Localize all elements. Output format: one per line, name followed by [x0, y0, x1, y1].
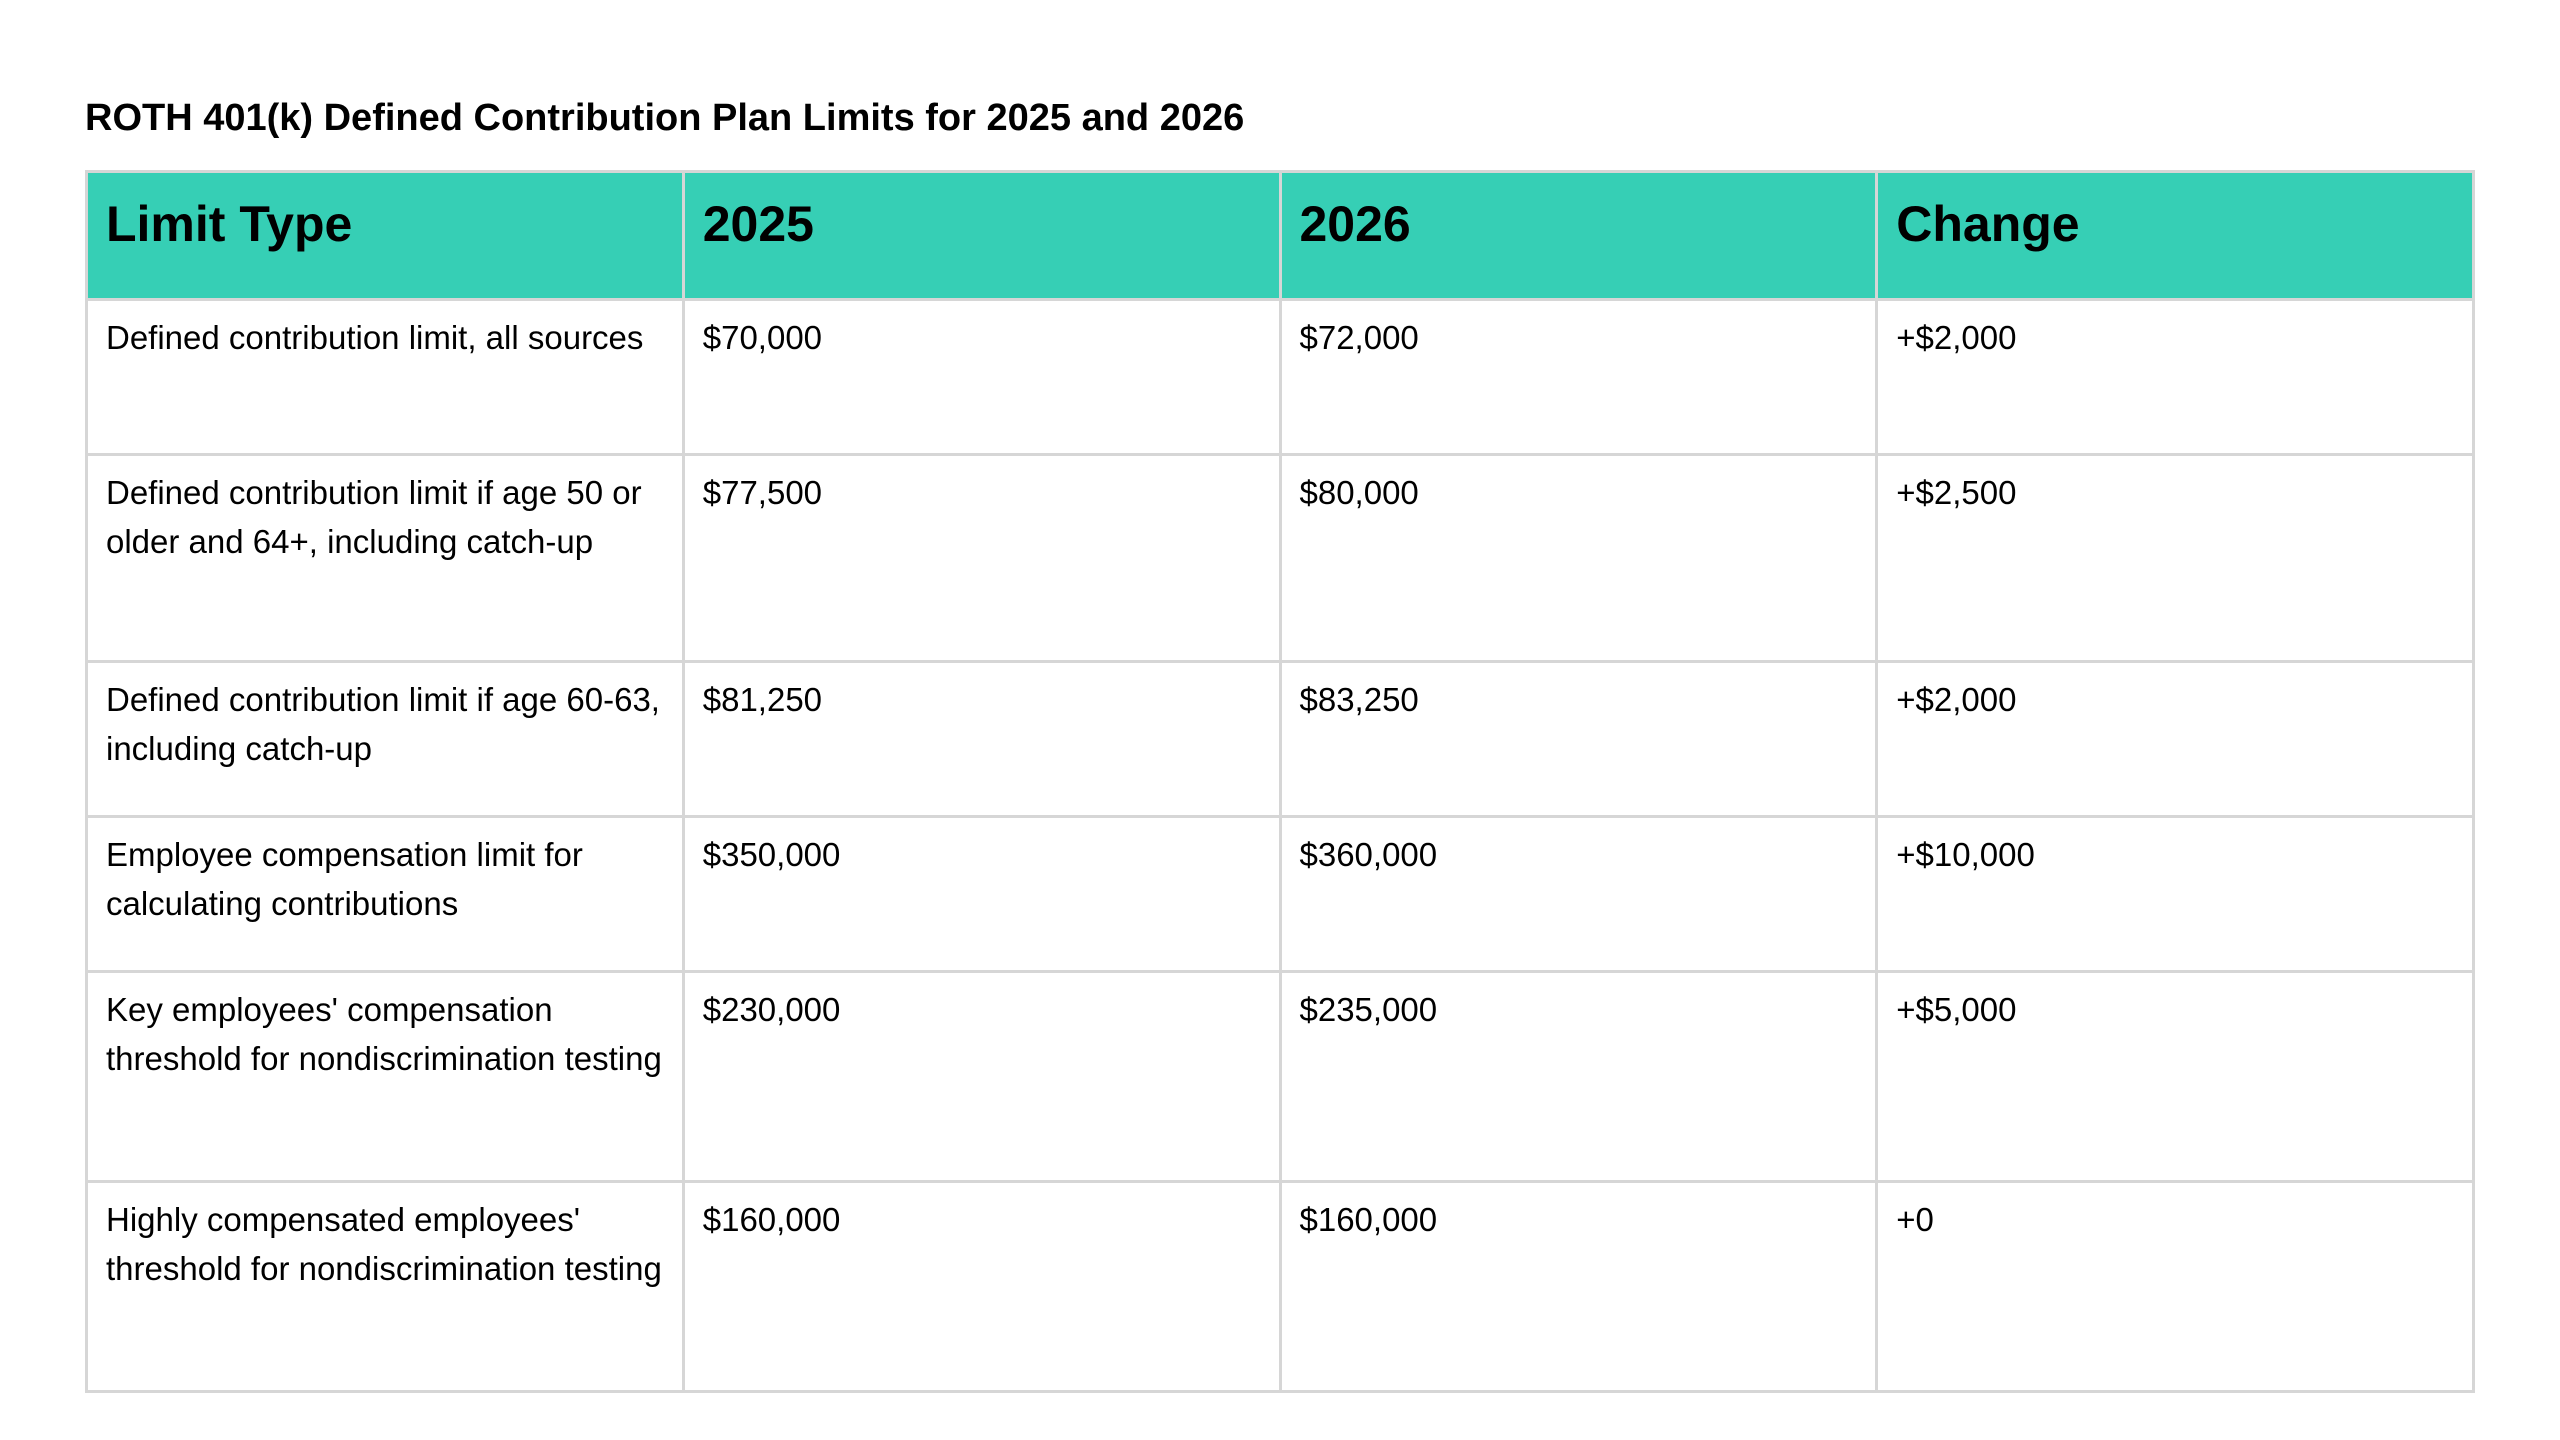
value-2025-cell: $70,000: [681, 298, 1282, 456]
header-change: Change: [1875, 170, 2475, 301]
limit-type-cell: Employee compensation limit for calculat…: [85, 815, 685, 973]
value-2025-cell: $350,000: [681, 815, 1282, 973]
change-cell: +$10,000: [1875, 815, 2475, 973]
limit-type-cell: Defined contribution limit if age 60-63,…: [85, 660, 685, 818]
value-2026-cell: $160,000: [1278, 1180, 1879, 1393]
value-2025-cell: $77,500: [681, 453, 1282, 663]
header-2026: 2026: [1278, 170, 1879, 301]
change-cell: +$2,500: [1875, 453, 2475, 663]
limit-type-cell: Defined contribution limit if age 50 or …: [85, 453, 685, 663]
table-header-row: Limit Type 2025 2026 Change: [85, 170, 2475, 301]
table-row: Defined contribution limit, all sources …: [85, 298, 2475, 456]
header-2025: 2025: [681, 170, 1282, 301]
table-row: Defined contribution limit if age 50 or …: [85, 453, 2475, 663]
value-2026-cell: $83,250: [1278, 660, 1879, 818]
value-2026-cell: $235,000: [1278, 970, 1879, 1183]
value-2025-cell: $81,250: [681, 660, 1282, 818]
limits-table: Limit Type 2025 2026 Change Defined cont…: [85, 170, 2475, 1393]
limit-type-cell: Key employees' compensation threshold fo…: [85, 970, 685, 1183]
table-row: Employee compensation limit for calculat…: [85, 815, 2475, 973]
value-2025-cell: $160,000: [681, 1180, 1282, 1393]
limit-type-cell: Defined contribution limit, all sources: [85, 298, 685, 456]
change-cell: +$2,000: [1875, 660, 2475, 818]
header-limit-type: Limit Type: [85, 170, 685, 301]
value-2026-cell: $72,000: [1278, 298, 1879, 456]
change-cell: +$2,000: [1875, 298, 2475, 456]
value-2026-cell: $360,000: [1278, 815, 1879, 973]
page-title: ROTH 401(k) Defined Contribution Plan Li…: [85, 97, 1245, 139]
table-row: Key employees' compensation threshold fo…: [85, 970, 2475, 1183]
limit-type-cell: Highly compensated employees' threshold …: [85, 1180, 685, 1393]
value-2026-cell: $80,000: [1278, 453, 1879, 663]
table-row: Highly compensated employees' threshold …: [85, 1180, 2475, 1393]
value-2025-cell: $230,000: [681, 970, 1282, 1183]
change-cell: +0: [1875, 1180, 2475, 1393]
change-cell: +$5,000: [1875, 970, 2475, 1183]
table-row: Defined contribution limit if age 60-63,…: [85, 660, 2475, 818]
